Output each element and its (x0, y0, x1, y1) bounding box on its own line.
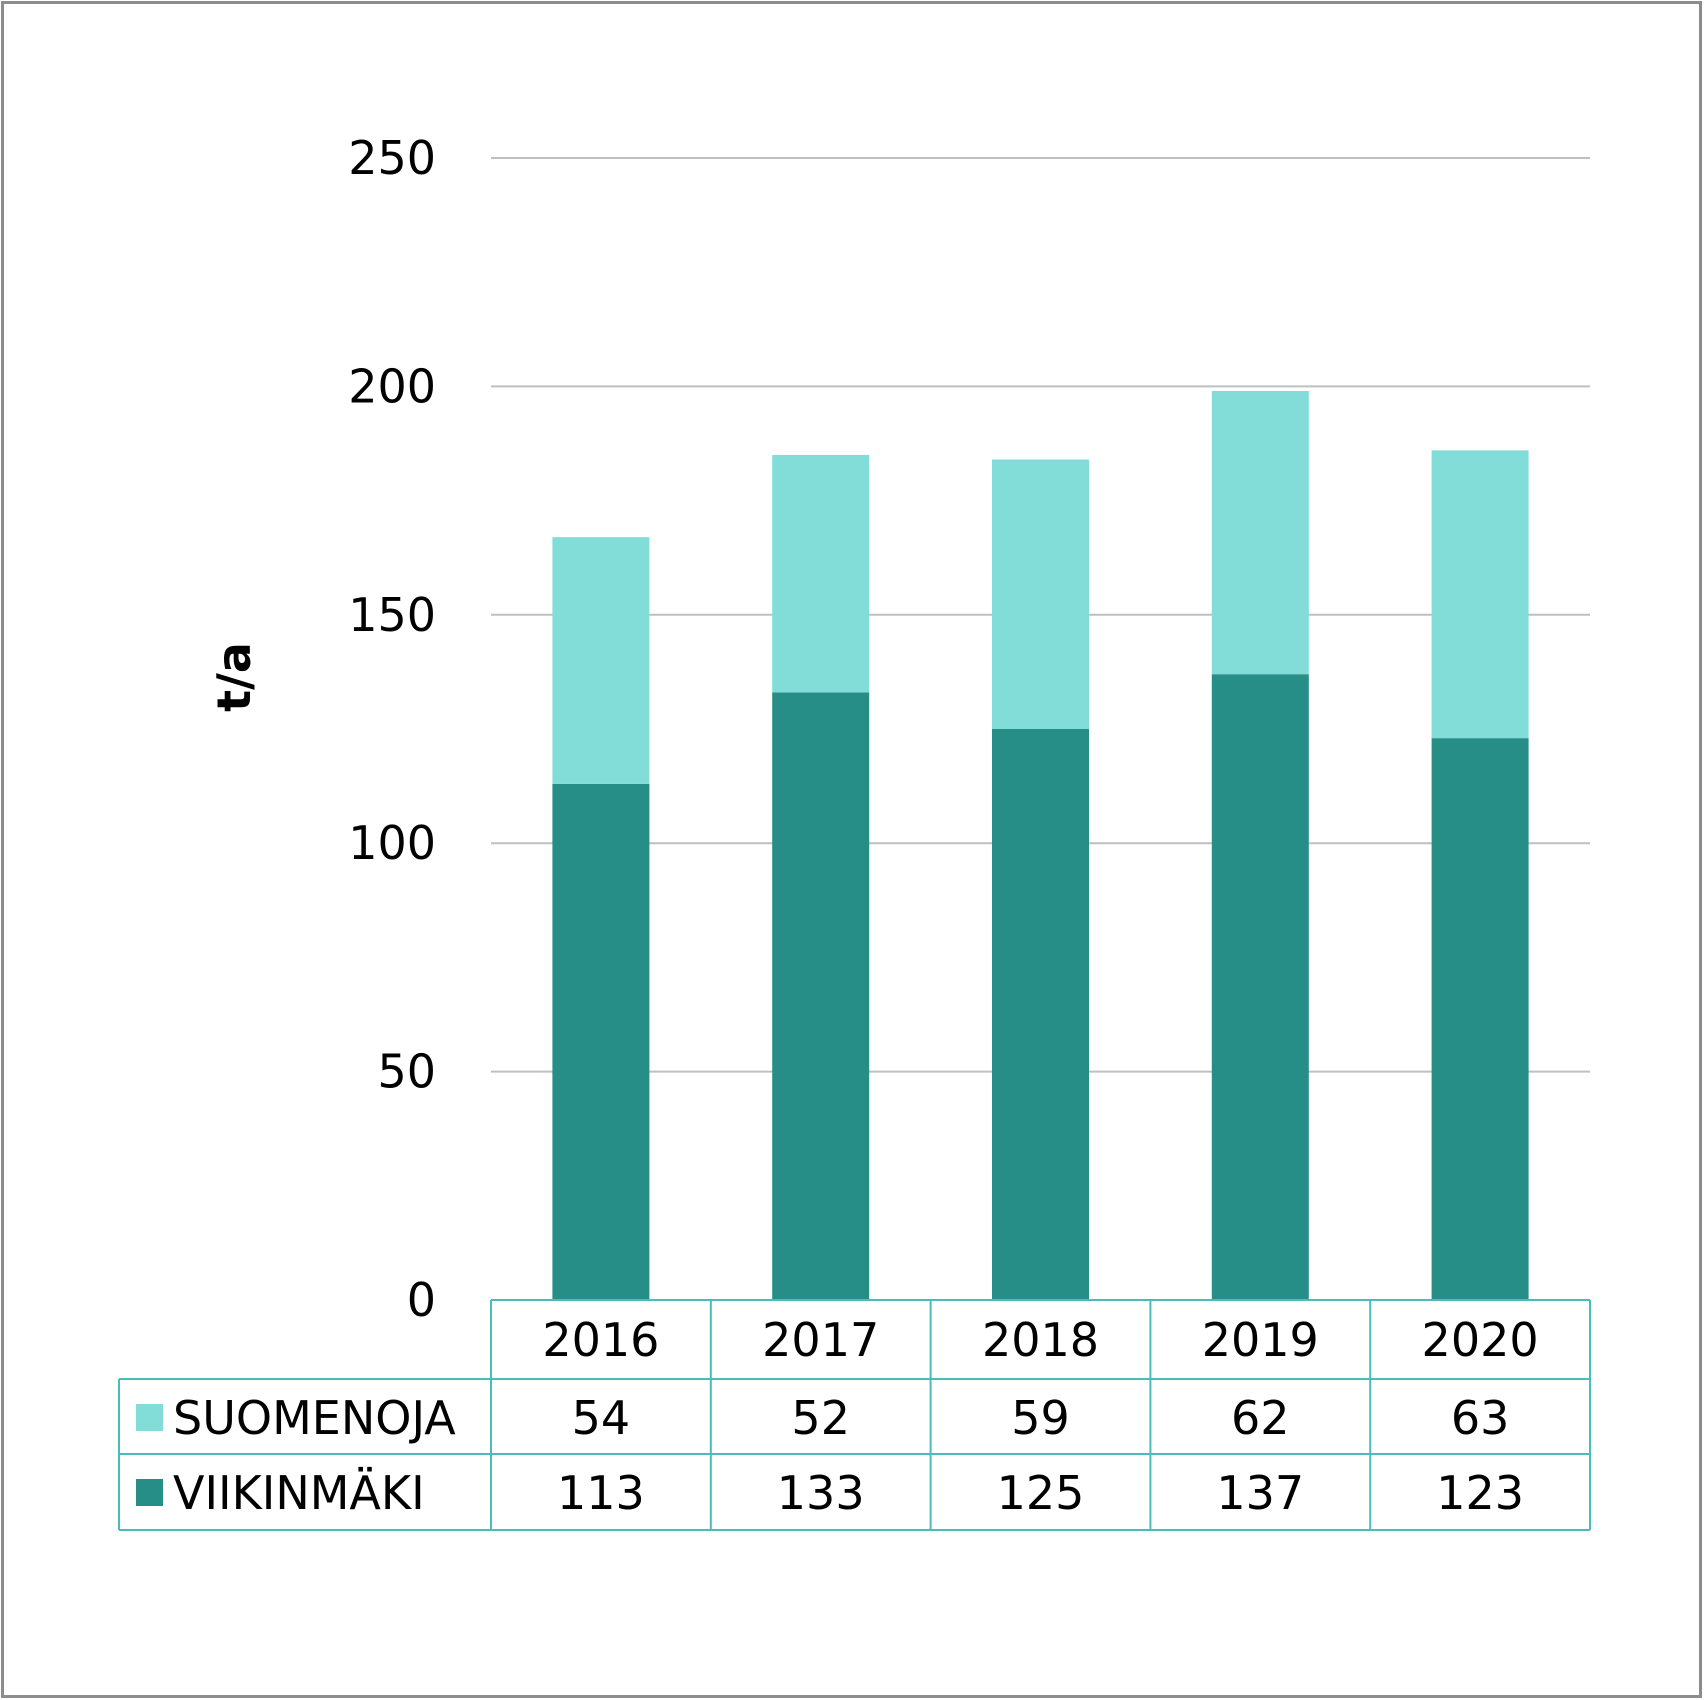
data-label: 133 (777, 1466, 865, 1520)
bar-suomenoja-2020 (1431, 450, 1529, 739)
data-label: 113 (557, 1466, 645, 1520)
x-tick-label: 2019 (1202, 1313, 1319, 1367)
data-label: 123 (1436, 1466, 1524, 1520)
legend-swatch (136, 1404, 163, 1431)
x-tick-label: 2020 (1422, 1313, 1539, 1367)
y-axis-ticks: 0 50 100 150 200 250 (348, 131, 436, 1327)
y-tick-label: 50 (377, 1045, 436, 1099)
data-label: 125 (997, 1466, 1085, 1520)
bar-viikinm-ki-2017 (772, 692, 870, 1300)
bar-suomenoja-2019 (1211, 390, 1309, 675)
data-label: 52 (791, 1391, 850, 1445)
legend-label: VIIKINMÄKI (173, 1466, 425, 1520)
bar-viikinm-ki-2018 (992, 729, 1089, 1300)
bar-viikinm-ki-2020 (1431, 738, 1529, 1300)
bar-suomenoja-2016 (552, 537, 650, 784)
data-label: 54 (572, 1391, 631, 1445)
y-axis-label: t/a (207, 642, 261, 712)
bar-suomenoja-2018 (992, 459, 1089, 729)
y-tick-label: 200 (348, 359, 436, 413)
data-label: 63 (1451, 1391, 1510, 1445)
x-tick-label: 2017 (762, 1313, 879, 1367)
y-tick-label: 0 (407, 1273, 436, 1327)
data-label: 59 (1011, 1391, 1070, 1445)
legend-label: SUOMENOJA (173, 1391, 456, 1445)
bar-viikinm-ki-2019 (1211, 674, 1309, 1300)
y-tick-label: 150 (348, 588, 436, 642)
bar-suomenoja-2017 (772, 454, 870, 693)
data-label: 62 (1231, 1391, 1290, 1445)
bars (552, 390, 1529, 1300)
y-tick-label: 100 (348, 816, 436, 870)
data-table: 2016 2017 2018 2019 2020 SUOMENOJA 54 52 59 62 63 V… (118, 1299, 1591, 1531)
y-tick-label: 250 (348, 131, 436, 185)
bar-viikinm-ki-2016 (552, 783, 650, 1300)
legend-swatch (136, 1479, 163, 1506)
x-tick-label: 2016 (542, 1313, 659, 1367)
data-label: 137 (1216, 1466, 1304, 1520)
x-tick-label: 2018 (982, 1313, 1099, 1367)
